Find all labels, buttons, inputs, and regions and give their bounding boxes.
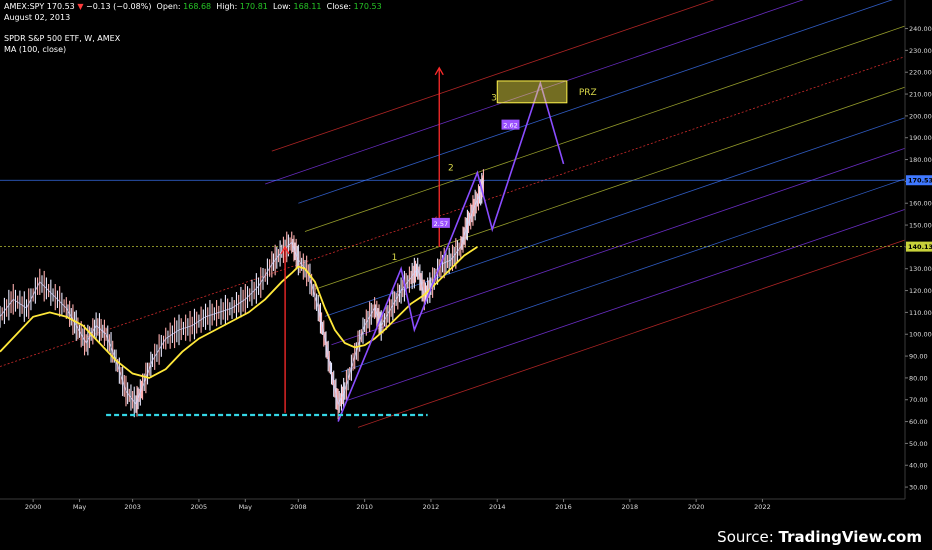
pitchfork-line — [265, 0, 804, 185]
y-tick-label: 40.00 — [909, 462, 928, 470]
chart-annotations: PRZ 1 2 3 2.57 2.62 — [106, 66, 597, 417]
close-label: Close: — [326, 2, 352, 11]
projection-arrow-head — [434, 66, 444, 76]
ma-line — [0, 246, 478, 379]
bar-date: August 02, 2013 — [4, 13, 71, 22]
y-tick-label: 230.00 — [909, 47, 932, 55]
close-value: 170.53 — [353, 2, 382, 11]
y-tick-label: 150.00 — [909, 222, 932, 230]
pitchfork-line — [341, 178, 906, 373]
ratio-tag — [431, 217, 450, 228]
pitchfork-line — [347, 209, 906, 401]
y-tick-label: 160.00 — [909, 200, 932, 208]
source-prefix: Source: — [717, 528, 779, 546]
projection-arrow-head — [280, 245, 290, 255]
ratio-tag-text: 2.62 — [503, 122, 517, 130]
x-tick-label: 2003 — [124, 503, 141, 511]
y-tick-label: 120.00 — [909, 287, 932, 295]
low-value: 168.11 — [293, 2, 322, 11]
low-label: Low: — [272, 2, 291, 11]
chart-series — [0, 80, 565, 422]
pitchfork-line — [314, 86, 906, 290]
pitchfork-line — [0, 56, 906, 367]
wave-label: 2 — [448, 163, 454, 173]
x-tick-label: 2012 — [423, 503, 440, 511]
open-value: 168.68 — [183, 2, 212, 11]
source-credit: Source: TradingView.com — [717, 528, 922, 546]
ratio-tag — [501, 119, 520, 130]
x-tick-label: 2022 — [754, 503, 771, 511]
ratio-tag-text: 2.57 — [434, 220, 448, 228]
high-value: 170.81 — [239, 2, 268, 11]
price-line — [0, 180, 485, 406]
x-axis-panel — [0, 499, 932, 511]
high-label: High: — [216, 2, 238, 11]
x-tick-label: 2000 — [25, 503, 42, 511]
price-label-text: 170.53 — [908, 177, 932, 185]
y-tick-label: 200.00 — [909, 112, 932, 120]
change-arrow-icon: ▼ — [77, 2, 84, 11]
y-tick-label: 60.00 — [909, 418, 928, 426]
harmonic-pattern-line — [337, 80, 565, 422]
x-tick-label: 2020 — [688, 503, 705, 511]
y-tick-label: 110.00 — [909, 309, 932, 317]
indicator-legend[interactable]: MA (100, close) — [4, 45, 67, 54]
open-label: Open: — [156, 2, 181, 11]
price-label-text: 140.13 — [908, 243, 932, 251]
y-tick-label: 220.00 — [909, 69, 932, 77]
y-tick-label: 190.00 — [909, 134, 932, 142]
pitchfork-line — [298, 0, 893, 204]
y-tick-label: 80.00 — [909, 374, 928, 382]
pitchfork-line — [304, 25, 906, 232]
source-brand[interactable]: TradingView.com — [778, 528, 922, 546]
prz-box — [496, 80, 568, 104]
pitchfork-line — [271, 0, 715, 152]
pitchfork-line — [357, 239, 906, 428]
chart-title[interactable]: SPDR S&P 500 ETF, W, AMEX — [4, 34, 121, 43]
wave-label: 1 — [392, 253, 398, 263]
x-tick-label: 2005 — [191, 503, 208, 511]
y-tick-label: 50.00 — [909, 440, 928, 448]
change-value: −0.13 (−0.08%) — [86, 2, 152, 11]
x-tick-label: 2010 — [356, 503, 373, 511]
y-tick-label: 70.00 — [909, 396, 928, 404]
x-axis: 2000 May 2003 2005 May 2008 2010 2012 2014 2016 20… — [0, 498, 932, 511]
y-tick-label: 240.00 — [909, 25, 932, 33]
prz-label: PRZ — [579, 88, 597, 98]
price-label-box — [906, 175, 932, 186]
x-tick-label: May — [239, 503, 253, 511]
wave-label: 3 — [491, 94, 497, 104]
y-tick-label: 90.00 — [909, 353, 928, 361]
y-tick-label: 180.00 — [909, 156, 932, 164]
x-tick-label: 2008 — [290, 503, 307, 511]
ohlc-header: AMEX:SPY 170.53 ▼ −0.13 (−0.08%) Open: 1… — [4, 2, 382, 11]
y-axis-panel — [905, 0, 932, 510]
symbol[interactable]: AMEX:SPY — [4, 2, 45, 11]
x-tick-label: 2018 — [622, 503, 639, 511]
x-tick-label: 2014 — [489, 503, 506, 511]
y-tick-label: 30.00 — [909, 484, 928, 492]
y-axis: 30.00 40.00 50.00 60.00 70.00 80.00 90.00 100.0… — [904, 0, 932, 510]
price-label-box — [906, 241, 932, 252]
x-tick-label: 2016 — [555, 503, 572, 511]
y-tick-label: 130.00 — [909, 265, 932, 273]
y-tick-label: 210.00 — [909, 91, 932, 99]
x-tick-label: May — [73, 503, 87, 511]
y-tick-label: 100.00 — [909, 331, 932, 339]
last-price: 170.53 — [46, 2, 75, 11]
pitchfork-line — [331, 147, 906, 346]
